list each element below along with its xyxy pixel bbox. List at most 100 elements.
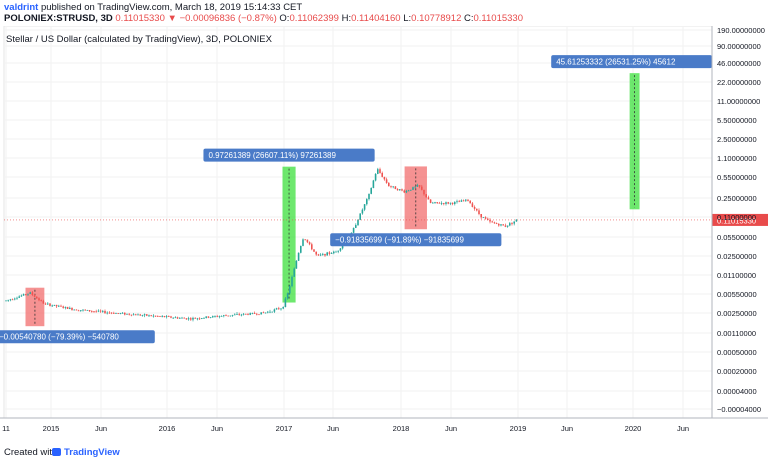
candle-up — [53, 304, 56, 306]
x-tick-label: Jun — [95, 424, 107, 433]
candle-up — [289, 286, 291, 294]
candle-up — [341, 244, 344, 249]
candle-up — [269, 311, 271, 313]
x-tick-label: Jun — [677, 424, 689, 433]
candle-down — [498, 224, 500, 226]
candle-up — [27, 293, 29, 295]
candle-down — [383, 176, 386, 180]
candle-down — [502, 224, 504, 226]
candle-up — [141, 315, 144, 317]
candle-down — [390, 186, 392, 188]
candle-up — [460, 200, 463, 202]
candle-up — [73, 309, 75, 311]
candle-up — [352, 227, 355, 233]
candle-down — [207, 316, 210, 318]
y-tick-label: 2.50000000 — [717, 135, 757, 144]
candle-down — [245, 313, 247, 315]
candle-down — [60, 305, 62, 307]
measure-label-bg — [0, 330, 155, 344]
candle-up — [449, 202, 452, 204]
candle-down — [150, 315, 152, 317]
candle-up — [5, 300, 7, 302]
axes: 190.00000000 90.00000000 46.00000000 22.000… — [0, 26, 768, 433]
candle-up — [275, 308, 278, 310]
last-price: 0.11015330 — [115, 13, 165, 24]
footer: Created with TradingView — [0, 444, 768, 462]
candle-up — [302, 239, 304, 246]
candle-up — [405, 190, 408, 193]
candle-down — [473, 206, 476, 209]
candle-down — [311, 244, 313, 250]
candle-down — [31, 292, 34, 295]
candle-down — [227, 315, 229, 317]
created-with-text: Created with — [4, 447, 58, 458]
candle-up — [363, 204, 366, 210]
x-tick-label: 2020 — [625, 424, 642, 433]
candle-down — [108, 312, 111, 314]
candle-down — [216, 316, 218, 317]
candle-up — [414, 186, 416, 188]
candle-down — [113, 312, 115, 314]
symbol-line: POLONIEX:STRUSD, 3D 0.11015330 ▼ −0.0009… — [4, 13, 523, 24]
candle-down — [66, 306, 69, 309]
candle-up — [260, 312, 262, 315]
measure-label: 45.61253332 (26531.25%) 45612 — [556, 58, 676, 67]
candle-up — [236, 313, 238, 315]
candle-up — [132, 314, 135, 316]
candle-up — [47, 303, 49, 305]
candle-up — [500, 224, 502, 226]
close-value: 0.11015330 — [473, 13, 524, 24]
candle-up — [218, 316, 221, 318]
candle-up — [201, 318, 203, 319]
candle-down — [511, 223, 513, 224]
author-link[interactable]: valdrint — [4, 2, 39, 13]
measure-label-bg — [551, 55, 712, 69]
tradingview-logo[interactable]: TradingView — [52, 447, 120, 458]
candle-up — [174, 317, 177, 319]
candle-up — [231, 314, 234, 316]
candle-up — [196, 318, 199, 320]
candle-up — [300, 245, 302, 253]
candle-up — [361, 209, 364, 214]
candle-up — [416, 185, 419, 187]
candle-down — [447, 202, 449, 204]
candle-up — [454, 202, 456, 204]
candle-down — [168, 316, 170, 317]
candle-down — [194, 317, 196, 319]
candle-up — [267, 311, 269, 313]
candle-up — [271, 311, 273, 313]
candle-down — [427, 197, 430, 200]
y-tick-label: −0.00004000 — [717, 405, 761, 414]
publish-line: valdrint published on TradingView.com, M… — [4, 2, 302, 13]
candle-up — [282, 307, 284, 309]
measurement-labels: −0.00540780 (−79.39%) −540780 0.97261389 … — [0, 55, 768, 344]
candle-up — [319, 254, 322, 256]
y-tick-label: 0.00020000 — [717, 367, 757, 376]
price-chart[interactable]: Stellar / US Dollar (calculated by Tradi… — [0, 26, 768, 444]
candle-down — [124, 312, 126, 315]
candle-up — [187, 318, 190, 320]
candle-up — [357, 219, 359, 226]
candle-up — [432, 202, 434, 204]
y-tick-label: 0.00050000 — [717, 348, 757, 357]
candle-up — [412, 187, 414, 190]
candle-down — [84, 309, 86, 311]
candle-up — [242, 313, 245, 315]
candle-down — [425, 194, 427, 198]
x-tick-label: 2016 — [159, 424, 176, 433]
y-tick-label: 0.00004000 — [717, 387, 757, 396]
candle-down — [306, 239, 309, 243]
candle-down — [163, 316, 166, 318]
candle-up — [280, 308, 282, 310]
candle-up — [515, 219, 518, 222]
candle-up — [20, 295, 23, 297]
candle-down — [438, 202, 441, 204]
candle-down — [478, 210, 480, 215]
y-tick-label: 0.00250000 — [717, 309, 757, 318]
x-tick-label: Jun — [327, 424, 339, 433]
y-tick-label: 0.25000000 — [717, 194, 757, 203]
candle-down — [418, 185, 421, 187]
candle-down — [95, 311, 97, 313]
candle-up — [410, 189, 412, 191]
candle-up — [58, 305, 60, 307]
